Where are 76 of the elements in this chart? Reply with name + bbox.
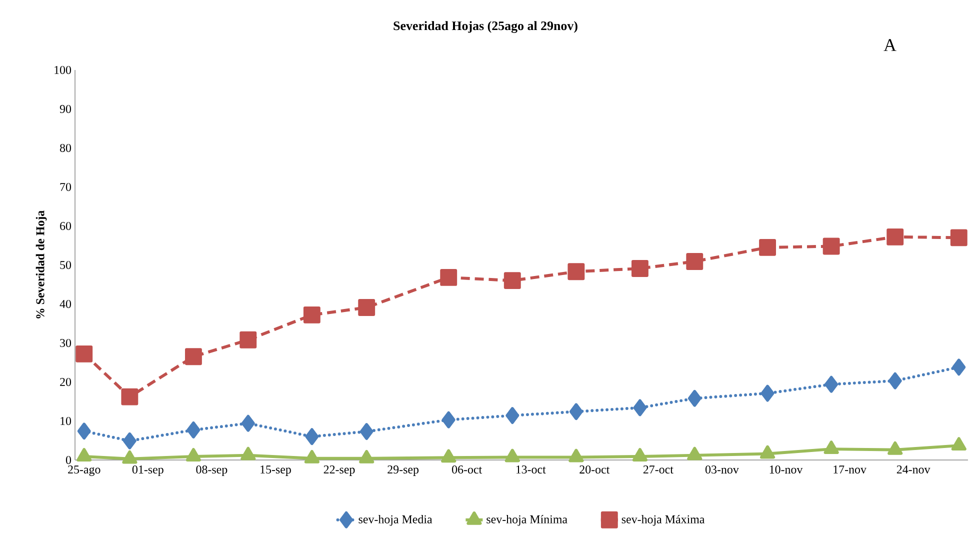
chart-title: Severidad Hojas (25ago al 29nov) xyxy=(394,21,578,33)
point xyxy=(358,299,376,316)
x-tick-label: 03-nov xyxy=(705,465,739,474)
x-tick-label: 08-sep xyxy=(196,465,228,476)
point xyxy=(303,306,320,324)
point xyxy=(568,263,585,280)
point xyxy=(632,448,648,462)
x-tick-label: 01-sep xyxy=(132,465,164,476)
x-tick-label: 13-oct xyxy=(516,465,546,474)
point xyxy=(122,450,138,464)
point xyxy=(760,384,774,402)
x-tick-label: 24-nov xyxy=(896,465,930,474)
x-tick-label: 06-oct xyxy=(452,465,482,474)
point xyxy=(951,437,966,451)
point xyxy=(568,448,584,462)
point xyxy=(569,403,583,420)
x-tick-label: 29-sep xyxy=(388,465,419,476)
point xyxy=(240,446,256,460)
legend-label: sev-hoja Máxima xyxy=(622,514,705,526)
point xyxy=(822,238,840,255)
point xyxy=(122,432,136,450)
y-tick-label: 40 xyxy=(60,300,72,308)
point xyxy=(304,450,320,464)
point xyxy=(631,260,648,277)
y-tick-label: 60 xyxy=(60,222,72,230)
y-tick-label: 70 xyxy=(60,182,72,192)
point xyxy=(76,448,92,462)
point xyxy=(186,421,200,438)
point xyxy=(185,348,202,366)
point xyxy=(688,390,702,407)
y-tick-label: 10 xyxy=(60,416,72,426)
point xyxy=(305,428,319,446)
point xyxy=(240,331,257,348)
x-tick-label: 27-oct xyxy=(643,465,674,474)
point xyxy=(186,448,201,462)
point xyxy=(687,446,702,460)
point xyxy=(888,372,902,390)
point xyxy=(760,445,776,459)
point xyxy=(76,345,93,362)
point xyxy=(360,423,374,440)
y-tick-label: 80 xyxy=(60,144,72,152)
point xyxy=(759,238,776,256)
point xyxy=(359,450,374,464)
point xyxy=(950,229,968,246)
point xyxy=(504,448,520,462)
text: A xyxy=(884,39,896,51)
point xyxy=(952,358,966,376)
point xyxy=(633,399,647,416)
point xyxy=(442,411,456,428)
point xyxy=(441,449,456,463)
point xyxy=(886,228,904,246)
point xyxy=(824,376,838,393)
y-tick-label: 0 xyxy=(66,456,72,464)
point xyxy=(888,441,903,455)
point xyxy=(77,422,91,440)
y-tick-label: 30 xyxy=(60,338,72,348)
x-tick-label: 10-nov xyxy=(770,465,803,474)
point xyxy=(241,414,255,432)
point xyxy=(440,269,458,286)
x-tick-label: 17-nov xyxy=(834,466,866,474)
y-tick-label: 100 xyxy=(54,66,72,74)
point xyxy=(824,440,839,454)
x-tick-label: 25-ago xyxy=(68,465,100,476)
y-axis-title: % Severidad de Hoja xyxy=(36,210,47,318)
point xyxy=(686,253,704,270)
x-tick-label: 15-sep xyxy=(260,466,291,476)
point xyxy=(121,388,138,406)
y-tick-label: 90 xyxy=(60,104,72,114)
point xyxy=(504,272,521,290)
x-tick-label: 22-sep xyxy=(324,465,355,476)
y-tick-label: 50 xyxy=(60,260,72,270)
legend-label: sev-hoja Mínima xyxy=(486,514,568,526)
legend-label: sev-hoja Media xyxy=(358,514,432,526)
x-tick-label: 20-oct xyxy=(580,465,610,474)
y-tick-label: 20 xyxy=(60,378,72,386)
point xyxy=(506,407,520,424)
